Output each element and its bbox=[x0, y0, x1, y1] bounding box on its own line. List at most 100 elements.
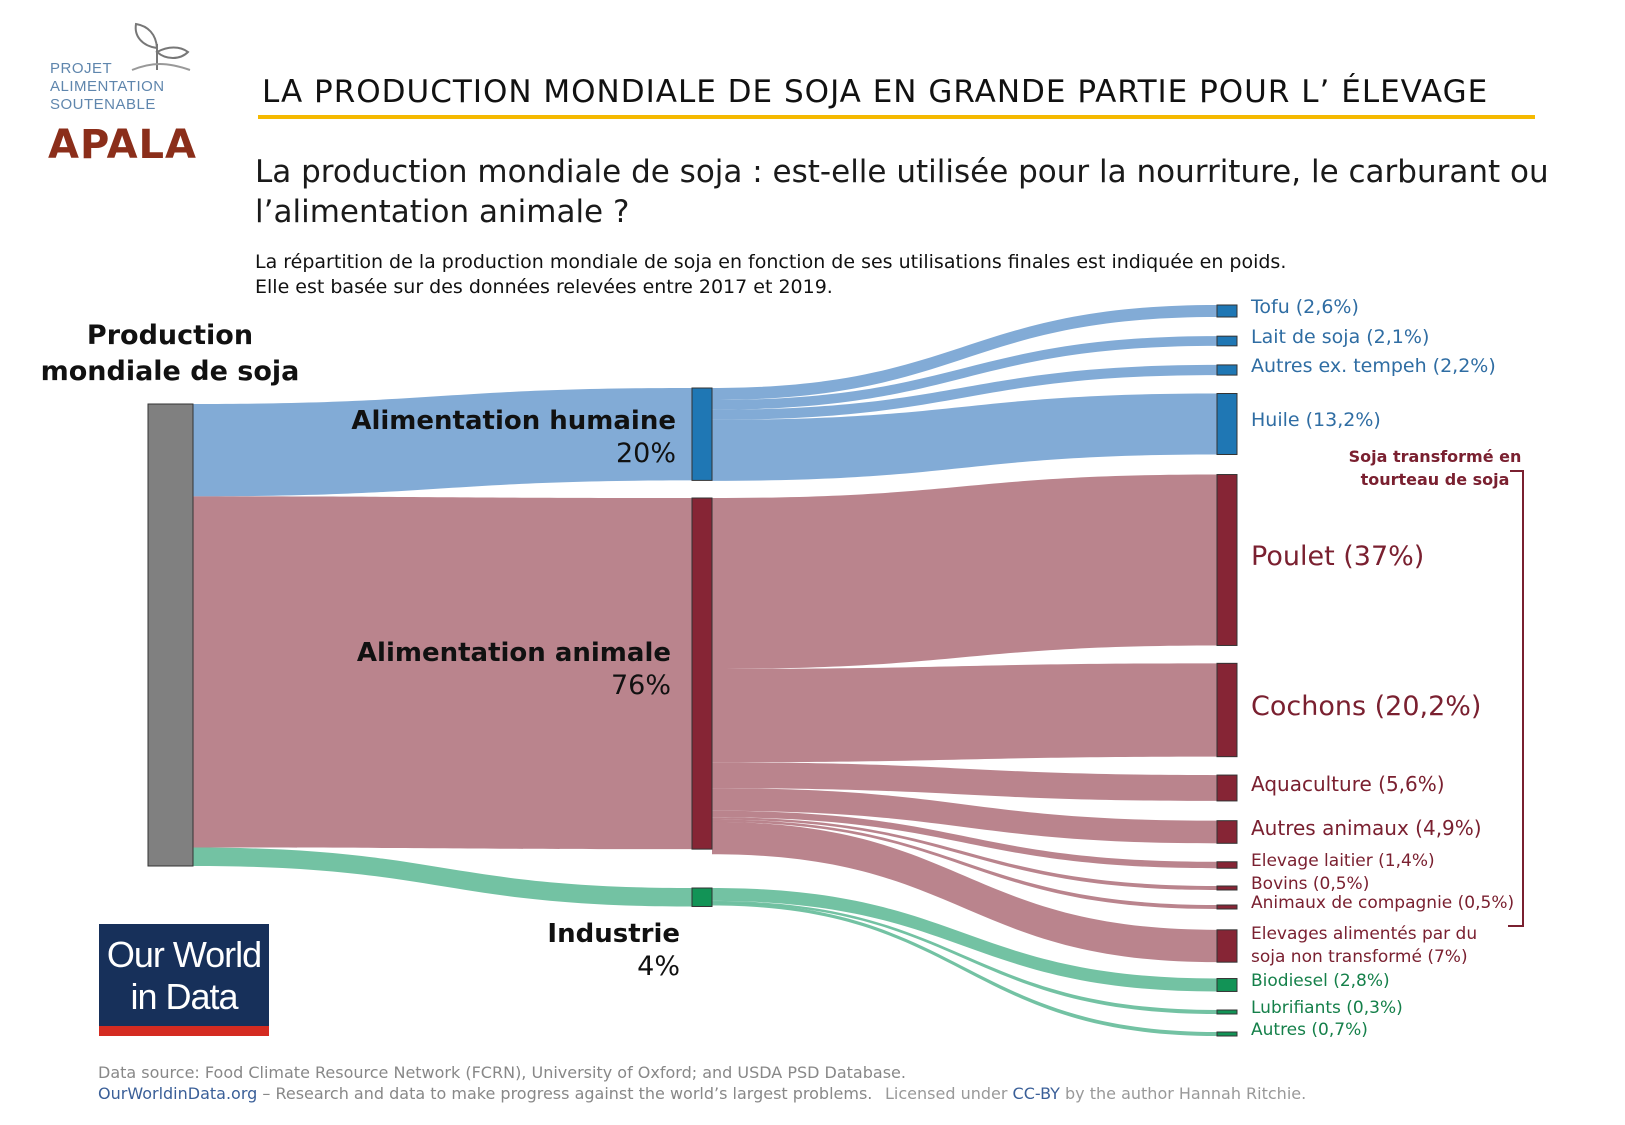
target-label-14: Autres (0,7%) bbox=[1251, 1019, 1368, 1040]
target-node-bar-2 bbox=[1216, 364, 1238, 376]
flow-source-to-human bbox=[193, 388, 692, 497]
source-node-bar bbox=[147, 403, 194, 867]
logo-text: PROJET ALIMENTATION SOUTENABLE bbox=[50, 60, 165, 114]
target-node-bar-8 bbox=[1216, 861, 1238, 869]
chart-title: La production mondiale de soja : est-ell… bbox=[255, 152, 1555, 232]
license-prefix: Licensed under bbox=[885, 1084, 1013, 1103]
target-label-11-line-2: soja non transformé (7%) bbox=[1251, 947, 1468, 967]
target-label-9: Bovins (0,5%) bbox=[1251, 873, 1370, 894]
target-node-bar-4 bbox=[1216, 474, 1238, 646]
target-node-bar-13 bbox=[1216, 1009, 1238, 1015]
owid-logo-text: Our World in Data bbox=[99, 934, 269, 1018]
bracket-label-line-1: Soja transformé en bbox=[1348, 447, 1522, 466]
target-label-6: Aquaculture (5,6%) bbox=[1251, 772, 1445, 796]
description-line-1: La répartition de la production mondiale… bbox=[255, 251, 1287, 273]
source-node-label: Production mondiale de soja bbox=[40, 318, 300, 390]
target-node-bar-7 bbox=[1216, 820, 1238, 844]
logo-line-1: PROJET bbox=[50, 60, 113, 77]
target-label-0: Tofu (2,6%) bbox=[1251, 295, 1359, 318]
target-label-7: Autres animaux (4,9%) bbox=[1251, 816, 1482, 840]
our-world-in-data-logo: Our World in Data bbox=[99, 924, 269, 1036]
target-label-13: Lubrifiants (0,3%) bbox=[1251, 997, 1403, 1018]
intermediate-node-bar-animal bbox=[691, 497, 713, 850]
flow-source-to-industry bbox=[193, 847, 692, 907]
intermediate-node-bar-human bbox=[691, 387, 713, 481]
flow-animal-to-target-10 bbox=[712, 819, 1217, 909]
data-source-note: Data source: Food Climate Resource Netwo… bbox=[98, 1063, 906, 1082]
apala-logo: PROJET ALIMENTATION SOUTENABLE APALA bbox=[44, 22, 198, 172]
footer-tagline: OurWorldinData.org – Research and data t… bbox=[98, 1084, 872, 1103]
footer-tagline-text: – Research and data to make progress aga… bbox=[257, 1084, 873, 1103]
target-label-3: Huile (13,2%) bbox=[1251, 408, 1381, 431]
chart-title-line-1: La production mondiale de soja : est-ell… bbox=[255, 154, 1549, 190]
sankey-flows bbox=[193, 304, 1217, 1036]
target-label-11: Elevages alimentés par du soja non transf… bbox=[1251, 923, 1477, 969]
intermediate-label-animal: Alimentation animale 76% bbox=[357, 637, 671, 703]
target-node-bar-3 bbox=[1216, 393, 1238, 455]
flow-human-to-target-3 bbox=[712, 393, 1217, 481]
intermediate-label-industry: Industrie 4% bbox=[547, 918, 680, 984]
intermediate-label-human: Alimentation humaine 20% bbox=[351, 405, 676, 471]
target-label-5: Cochons (20,2%) bbox=[1251, 690, 1482, 722]
license-note: Licensed under CC-BY by the author Hanna… bbox=[885, 1084, 1306, 1103]
flow-industry-to-target-12 bbox=[712, 888, 1217, 992]
flow-animal-to-target-4 bbox=[712, 474, 1217, 669]
description-line-2: Elle est basée sur des données relevées … bbox=[255, 276, 833, 298]
target-label-4: Poulet (37%) bbox=[1251, 540, 1425, 572]
bracket-label-line-2: tourteau de soja bbox=[1360, 470, 1510, 489]
intermediate-name-industry: Industrie bbox=[547, 919, 680, 949]
intermediate-percent-animal: 76% bbox=[610, 670, 671, 701]
flow-animal-to-target-7 bbox=[712, 788, 1217, 844]
intermediate-node-bar-industry bbox=[691, 887, 713, 907]
target-label-11-line-1: Elevages alimentés par du bbox=[1251, 924, 1478, 944]
flow-animal-to-target-5 bbox=[712, 663, 1217, 763]
source-label-line-2: mondiale de soja bbox=[40, 356, 300, 387]
intermediate-percent-industry: 4% bbox=[637, 951, 680, 982]
owid-line-1: Our World bbox=[106, 934, 262, 975]
owid-site-link[interactable]: OurWorldinData.org bbox=[98, 1084, 258, 1103]
flow-human-to-target-0 bbox=[712, 304, 1217, 401]
cc-by-link[interactable]: CC-BY bbox=[1012, 1084, 1060, 1103]
logo-line-3: SOUTENABLE bbox=[50, 96, 156, 113]
tourteau-bracket bbox=[1508, 470, 1524, 927]
intermediate-name-animal: Alimentation animale bbox=[356, 638, 671, 668]
owid-logo-bar bbox=[99, 1026, 269, 1036]
target-label-2: Autres ex. tempeh (2,2%) bbox=[1251, 354, 1496, 377]
target-label-1: Lait de soja (2,1%) bbox=[1251, 325, 1430, 348]
owid-line-2: in Data bbox=[130, 976, 238, 1017]
flow-industry-to-target-13 bbox=[712, 900, 1217, 1014]
target-node-bar-11 bbox=[1216, 929, 1238, 963]
target-label-8: Elevage laitier (1,4%) bbox=[1251, 850, 1435, 871]
sankey-nodes bbox=[147, 304, 1238, 1037]
target-node-bar-6 bbox=[1216, 774, 1238, 802]
target-label-12: Biodiesel (2,8%) bbox=[1251, 970, 1390, 991]
flow-source-to-animal bbox=[193, 496, 692, 850]
flow-animal-to-target-9 bbox=[712, 817, 1217, 890]
target-node-bar-9 bbox=[1216, 885, 1238, 891]
intermediate-name-human: Alimentation humaine bbox=[351, 406, 676, 436]
flow-human-to-target-2 bbox=[712, 364, 1217, 420]
target-node-bar-1 bbox=[1216, 335, 1238, 347]
bracket-label: Soja transformé en tourteau de soja bbox=[1340, 445, 1530, 491]
target-node-bar-14 bbox=[1216, 1031, 1238, 1037]
chart-title-line-2: l’alimentation animale ? bbox=[255, 194, 630, 230]
target-label-10: Animaux de compagnie (0,5%) bbox=[1251, 892, 1515, 913]
banner-title: LA PRODUCTION MONDIALE DE SOJA EN GRANDE… bbox=[262, 74, 1489, 110]
license-suffix: by the author Hannah Ritchie. bbox=[1059, 1084, 1307, 1103]
target-node-bar-12 bbox=[1216, 978, 1238, 992]
plant-sprout-icon bbox=[131, 22, 191, 71]
logo-brand: APALA bbox=[48, 122, 198, 168]
chart-description: La répartition de la production mondiale… bbox=[255, 250, 1286, 300]
target-node-bar-0 bbox=[1216, 304, 1238, 318]
target-node-bar-5 bbox=[1216, 662, 1238, 758]
intermediate-percent-human: 20% bbox=[615, 438, 676, 469]
flow-human-to-target-1 bbox=[712, 336, 1217, 410]
target-node-bar-10 bbox=[1216, 904, 1238, 910]
flow-animal-to-target-6 bbox=[712, 762, 1217, 801]
flow-industry-to-target-14 bbox=[712, 902, 1217, 1036]
logo-line-2: ALIMENTATION bbox=[50, 78, 165, 95]
flow-animal-to-target-11 bbox=[712, 821, 1217, 963]
flow-animal-to-target-8 bbox=[712, 810, 1217, 869]
banner-underline bbox=[258, 115, 1535, 119]
